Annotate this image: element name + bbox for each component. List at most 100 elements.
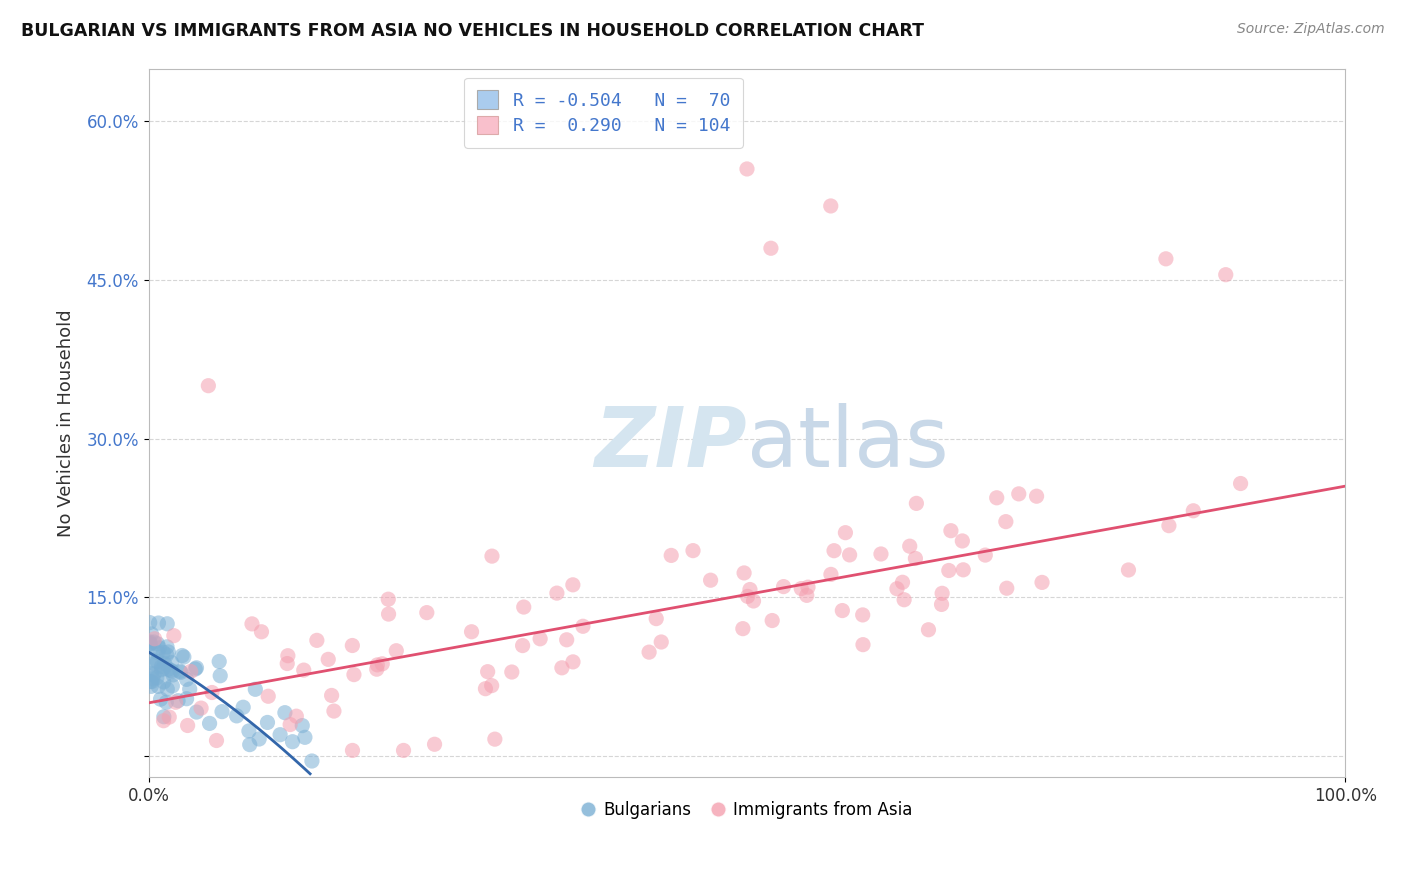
Point [152, 645, 174, 659]
Point [321, 689, 343, 703]
Point [245, 682, 267, 697]
Point [138, 635, 160, 649]
Point [156, 640, 179, 654]
Point [474, 681, 496, 696]
Point [186, 661, 208, 675]
Point [1031, 575, 1053, 590]
Point [905, 496, 928, 510]
Point [143, 632, 166, 646]
Point [1157, 518, 1180, 533]
Point [141, 674, 163, 689]
Point [276, 657, 298, 671]
Point [416, 606, 439, 620]
Point [917, 623, 939, 637]
Point [950, 533, 973, 548]
Point [870, 547, 893, 561]
Point [163, 629, 186, 643]
Point [512, 639, 534, 653]
Point [157, 662, 180, 676]
Point [197, 378, 219, 392]
Point [138, 636, 160, 650]
Point [366, 657, 388, 672]
Y-axis label: No Vehicles in Household: No Vehicles in Household [58, 309, 75, 536]
Point [162, 665, 184, 679]
Point [173, 650, 195, 665]
Point [994, 515, 1017, 529]
Point [796, 588, 818, 602]
Point [742, 594, 765, 608]
Point [176, 691, 198, 706]
Point [305, 633, 328, 648]
Point [759, 241, 782, 255]
Point [291, 718, 314, 732]
Point [205, 733, 228, 747]
Point [823, 543, 845, 558]
Point [239, 738, 262, 752]
Point [176, 673, 198, 687]
Point [735, 161, 758, 176]
Point [529, 632, 551, 646]
Point [939, 524, 962, 538]
Point [555, 632, 578, 647]
Point [269, 728, 291, 742]
Point [156, 616, 179, 631]
Point [170, 665, 193, 680]
Point [143, 635, 166, 649]
Point [146, 671, 169, 685]
Point [179, 682, 201, 697]
Point [1154, 252, 1177, 266]
Point [162, 679, 184, 693]
Point [342, 639, 364, 653]
Point [162, 668, 184, 682]
Point [820, 567, 842, 582]
Text: ZIP: ZIP [595, 403, 747, 484]
Point [285, 709, 308, 723]
Point [562, 655, 585, 669]
Point [141, 666, 163, 681]
Point [281, 735, 304, 749]
Point [650, 635, 672, 649]
Point [157, 710, 180, 724]
Point [165, 695, 187, 709]
Point [501, 665, 523, 679]
Point [820, 199, 842, 213]
Point [142, 672, 165, 686]
Point [377, 592, 399, 607]
Point [152, 661, 174, 675]
Point [898, 539, 921, 553]
Point [138, 615, 160, 630]
Point [986, 491, 1008, 505]
Point [893, 592, 915, 607]
Point [152, 674, 174, 689]
Point [682, 543, 704, 558]
Point [150, 663, 173, 677]
Point [148, 615, 170, 630]
Point [392, 743, 415, 757]
Point [316, 652, 339, 666]
Point [995, 581, 1018, 595]
Point [931, 598, 953, 612]
Point [301, 754, 323, 768]
Point [198, 716, 221, 731]
Point [138, 637, 160, 651]
Point [366, 662, 388, 676]
Point [481, 549, 503, 563]
Point [278, 717, 301, 731]
Point [274, 706, 297, 720]
Point [149, 692, 172, 706]
Point [139, 674, 162, 689]
Point [208, 655, 231, 669]
Point [484, 732, 506, 747]
Point [513, 600, 536, 615]
Point [561, 578, 583, 592]
Point [247, 731, 270, 746]
Point [156, 682, 179, 697]
Point [160, 656, 183, 670]
Point [141, 653, 163, 667]
Point [852, 607, 875, 622]
Point [294, 731, 316, 745]
Point [152, 714, 174, 728]
Point [211, 705, 233, 719]
Text: BULGARIAN VS IMMIGRANTS FROM ASIA NO VEHICLES IN HOUSEHOLD CORRELATION CHART: BULGARIAN VS IMMIGRANTS FROM ASIA NO VEH… [21, 22, 924, 40]
Point [209, 669, 232, 683]
